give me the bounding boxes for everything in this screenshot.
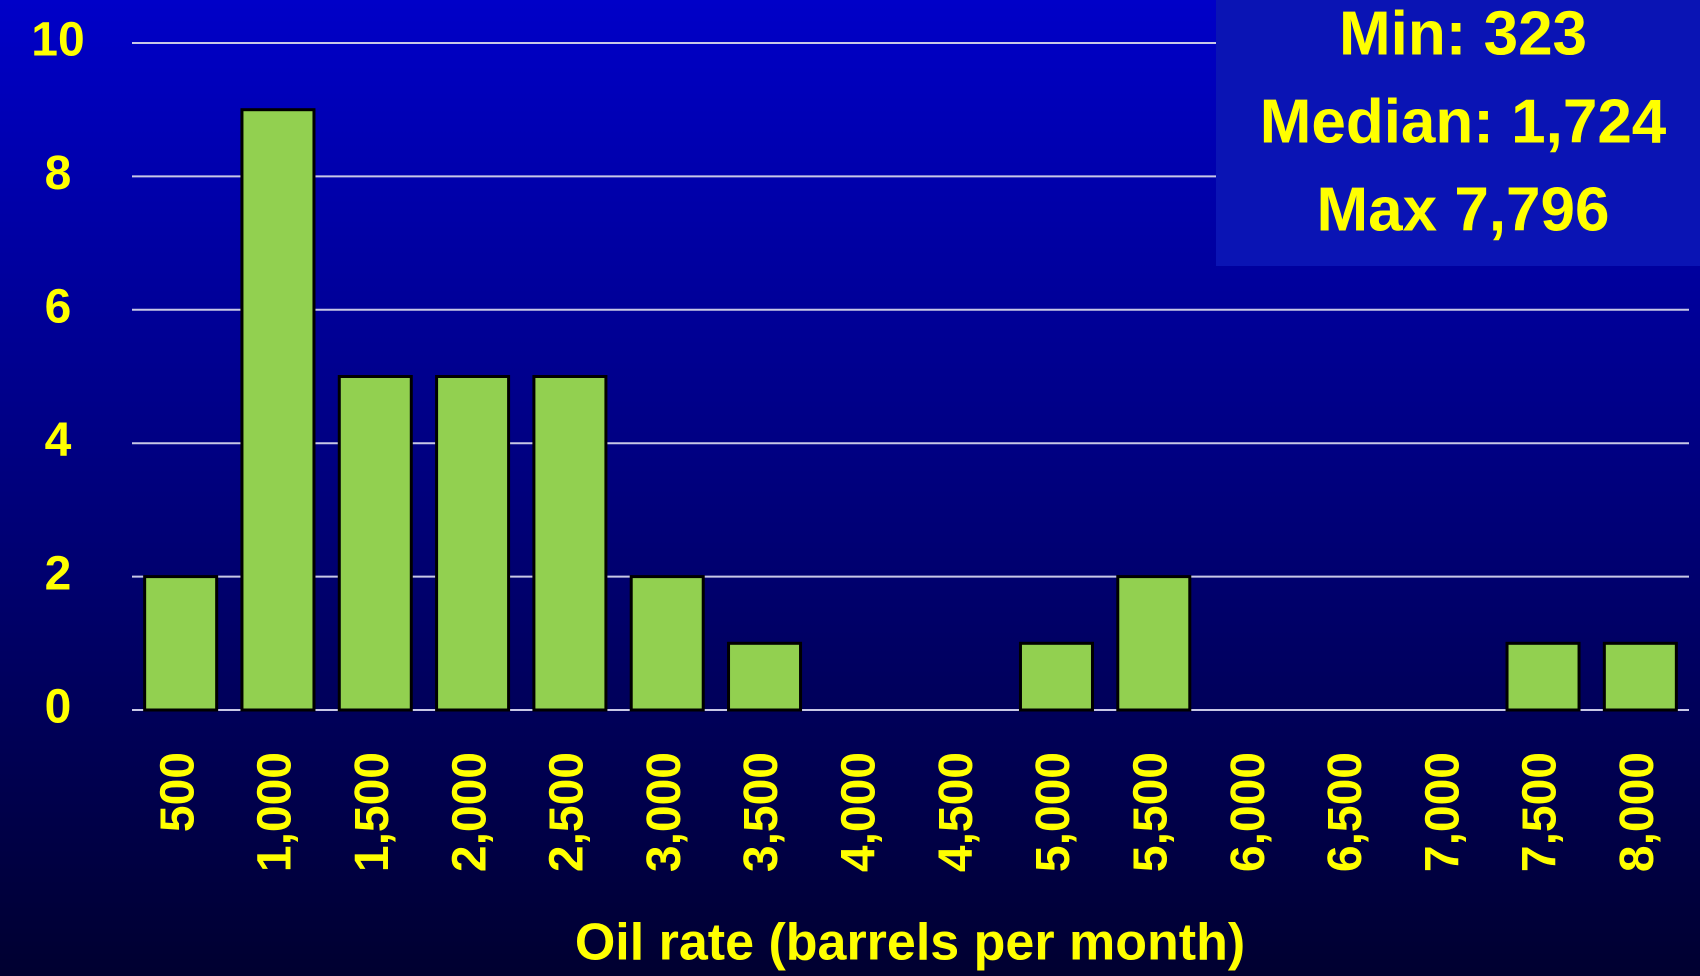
annotation: Median: 1,724 xyxy=(1260,87,1667,156)
annotation: Max 7,796 xyxy=(1317,175,1610,244)
y-tick-label: 10 xyxy=(31,14,84,67)
x-tick-label: 1,500 xyxy=(346,752,399,872)
x-tick-label: 5,500 xyxy=(1124,752,1177,872)
x-tick-label: 7,000 xyxy=(1416,752,1469,872)
y-tick-label: 6 xyxy=(45,280,72,333)
y-tick-label: 2 xyxy=(45,547,72,600)
x-tick-label: 3,500 xyxy=(735,752,788,872)
y-tick-label: 4 xyxy=(45,414,72,467)
bar xyxy=(1116,575,1192,712)
y-tick-label: 8 xyxy=(45,147,72,200)
x-tick-label: 4,500 xyxy=(930,752,983,872)
bar xyxy=(337,375,413,712)
bar xyxy=(1505,641,1581,712)
x-tick-label: 6,500 xyxy=(1319,752,1372,872)
bar xyxy=(240,108,316,712)
marks xyxy=(143,108,1678,712)
x-tick-label: 1,000 xyxy=(249,752,302,872)
y-tick-label: 0 xyxy=(45,681,72,734)
bar xyxy=(727,641,803,712)
bar xyxy=(1602,641,1678,712)
bar xyxy=(532,375,608,712)
x-tick-label: 3,000 xyxy=(638,752,691,872)
bar xyxy=(629,575,705,712)
x-tick-label: 4,000 xyxy=(833,752,886,872)
bar xyxy=(1018,641,1094,712)
x-axis-title: Oil rate (barrels per month) xyxy=(575,914,1245,972)
x-tick-label: 500 xyxy=(151,752,204,832)
x-tick-label: 5,000 xyxy=(1027,752,1080,872)
annotation-box xyxy=(1216,0,1700,266)
x-tick-label: 2,500 xyxy=(541,752,594,872)
bar xyxy=(435,375,511,712)
bar xyxy=(143,575,219,712)
annotation: Min: 323 xyxy=(1339,0,1587,68)
x-tick-label: 2,000 xyxy=(443,752,496,872)
x-tick-label: 8,000 xyxy=(1611,752,1664,872)
x-tick-label: 7,500 xyxy=(1514,752,1567,872)
x-tick-label: 6,000 xyxy=(1222,752,1275,872)
